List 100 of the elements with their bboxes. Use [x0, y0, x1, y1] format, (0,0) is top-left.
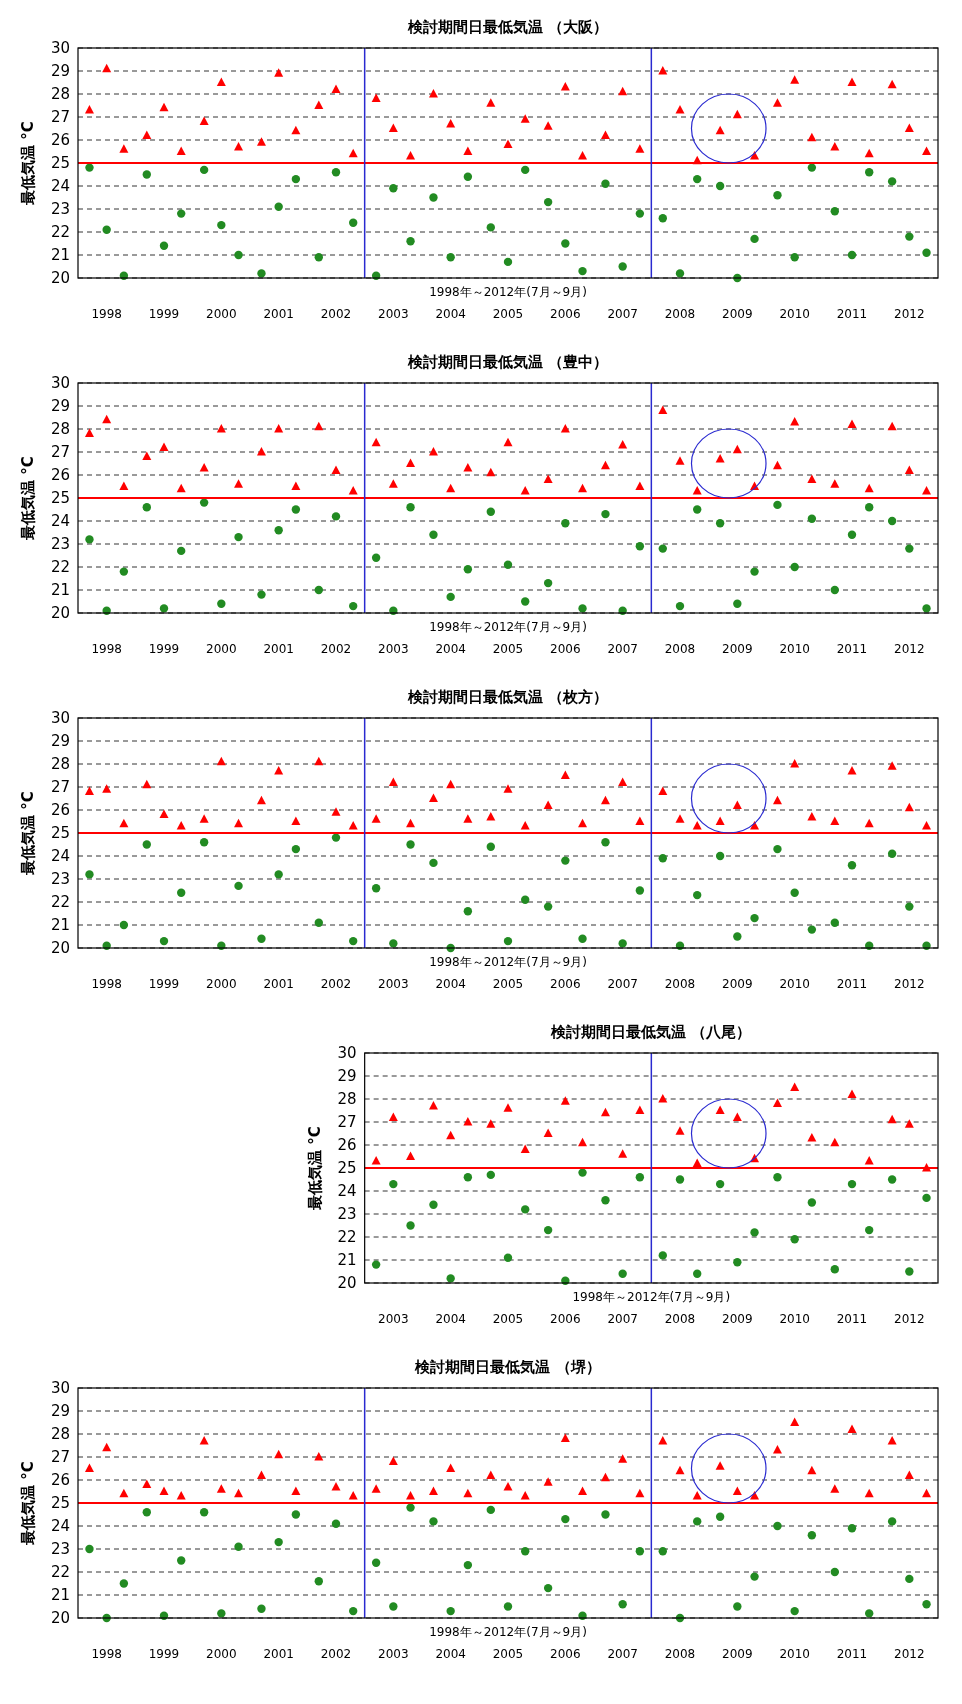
point: [658, 1094, 668, 1103]
point: [830, 207, 839, 216]
x-tick-label: 2000: [206, 642, 237, 656]
point: [159, 241, 169, 250]
x-tick-label: 2003: [378, 1312, 409, 1326]
point: [847, 1089, 857, 1098]
point: [807, 1465, 817, 1475]
point: [773, 1521, 782, 1531]
point: [715, 181, 725, 191]
point: [618, 777, 628, 786]
point: [658, 1547, 667, 1556]
point: [314, 918, 323, 927]
x-tick-label: 2006: [550, 307, 581, 321]
point: [486, 1170, 495, 1180]
point: [830, 585, 839, 595]
point: [635, 481, 645, 490]
y-tick-label: 29: [50, 397, 70, 416]
point: [371, 437, 381, 447]
point: [234, 818, 244, 828]
point: [428, 89, 438, 98]
point: [790, 562, 799, 572]
point: [486, 507, 495, 516]
point: [216, 756, 226, 766]
point: [715, 1512, 725, 1521]
point: [807, 811, 817, 821]
point: [543, 1225, 553, 1235]
x-tick-label: 2011: [836, 307, 868, 321]
point: [601, 838, 610, 847]
point: [560, 1096, 570, 1105]
point: [142, 170, 151, 179]
point: [159, 1486, 169, 1495]
point: [750, 1572, 759, 1581]
point: [85, 163, 94, 172]
point: [543, 474, 553, 484]
y-tick-label: 25: [337, 1159, 357, 1178]
x-tick-label: 2010: [779, 307, 810, 321]
point: [830, 1484, 840, 1493]
y-tick-label: 20: [50, 939, 70, 958]
x-tick-label: 1999: [148, 1647, 180, 1661]
point: [658, 854, 667, 863]
y-tick-label: 30: [50, 374, 70, 393]
point: [119, 567, 129, 576]
point: [543, 800, 553, 809]
y-tick-label: 23: [50, 870, 70, 889]
point: [503, 1103, 513, 1112]
point: [371, 1558, 381, 1567]
y-tick-label: 22: [50, 558, 70, 577]
point: [503, 560, 513, 569]
point: [600, 1472, 610, 1482]
x-tick-label: 2000: [206, 977, 237, 991]
chart-title: 検討期間日最低気温 （大阪）: [406, 18, 609, 36]
x-tick-label: 2010: [779, 1312, 810, 1326]
y-tick-label: 21: [50, 1586, 70, 1605]
point: [922, 1193, 931, 1203]
point: [520, 821, 530, 830]
point: [543, 197, 553, 207]
y-tick-label: 23: [337, 1205, 357, 1224]
x-axis-title: 1998年～2012年(7月～9月): [572, 1290, 731, 1304]
point: [905, 902, 914, 911]
point: [84, 428, 94, 438]
point: [807, 132, 817, 142]
point: [618, 1269, 627, 1278]
point: [274, 1449, 284, 1459]
y-tick-label: 28: [50, 85, 70, 104]
x-axis-title: 1998年～2012年(7月～9月): [429, 620, 587, 634]
point: [732, 1486, 742, 1495]
x-tick-label: 2009: [722, 977, 753, 991]
x-tick-label: 2010: [779, 1647, 810, 1661]
point: [693, 890, 702, 900]
point: [486, 1505, 495, 1515]
point: [349, 936, 358, 946]
point: [521, 895, 530, 904]
x-tick-label: 2000: [206, 1647, 237, 1661]
point: [675, 1126, 685, 1135]
point: [521, 1547, 530, 1556]
chart-title: 検討期間日最低気温 （豊中）: [406, 353, 609, 371]
point: [216, 1484, 226, 1493]
point: [618, 1600, 627, 1609]
point: [159, 809, 169, 819]
x-tick-label: 2009: [722, 1647, 753, 1661]
x-tick-label: 2007: [607, 977, 638, 991]
point: [291, 1510, 301, 1519]
x-tick-label: 2004: [435, 1647, 466, 1661]
point: [199, 498, 209, 507]
x-tick-label: 2003: [378, 642, 409, 656]
point: [446, 1606, 455, 1616]
y-tick-label: 24: [50, 177, 70, 196]
point: [715, 1461, 725, 1470]
point: [618, 440, 628, 449]
y-tick-label: 24: [50, 512, 70, 531]
point: [561, 519, 570, 528]
point: [601, 179, 610, 188]
x-tick-label: 1998: [91, 307, 122, 321]
point: [199, 165, 209, 175]
point: [733, 599, 742, 608]
point: [715, 851, 725, 861]
point: [446, 592, 455, 602]
point: [349, 1606, 358, 1616]
point: [618, 262, 627, 271]
point: [142, 1479, 152, 1489]
